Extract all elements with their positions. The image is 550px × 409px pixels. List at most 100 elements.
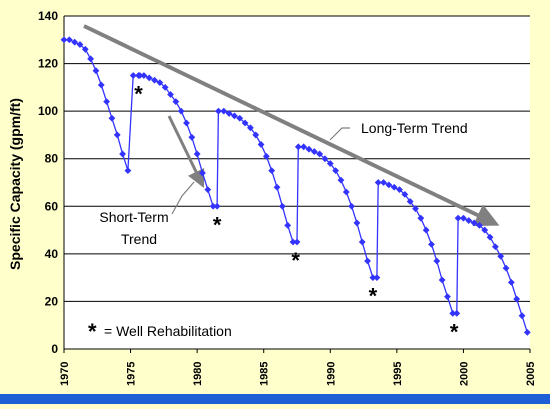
- data-point: [342, 188, 350, 196]
- data-point: [76, 41, 84, 48]
- legend-text: = Well Rehabilitation: [104, 323, 232, 339]
- data-point: [167, 91, 174, 98]
- data-point: [300, 143, 308, 151]
- data-point: [438, 276, 446, 284]
- x-tick-label-2000: 2000: [458, 362, 470, 386]
- data-point: [428, 240, 435, 248]
- bottom-accent-bar: [0, 394, 550, 404]
- data-point: [236, 114, 244, 122]
- rehab-marker: *: [369, 284, 378, 309]
- data-point: [231, 112, 238, 120]
- data-point: [247, 124, 254, 132]
- data-point: [108, 114, 116, 122]
- data-point: [241, 119, 249, 127]
- data-point: [417, 214, 425, 222]
- x-tick-label-1995: 1995: [392, 362, 404, 386]
- data-point: [507, 279, 515, 286]
- data-point: [97, 81, 105, 89]
- short-term-trend-label-line1: Short-Term: [99, 209, 168, 225]
- data-point: [454, 214, 462, 222]
- data-point: [449, 309, 457, 317]
- data-point: [71, 38, 79, 46]
- data-point: [136, 72, 144, 79]
- x-tick-label-1980: 1980: [192, 362, 204, 386]
- data-point: [293, 238, 301, 246]
- series-layer: [60, 36, 531, 336]
- data-point: [257, 141, 265, 148]
- data-point: [60, 36, 68, 44]
- data-point: [209, 202, 217, 210]
- data-point: [486, 233, 494, 241]
- x-tick-label-1990: 1990: [325, 362, 337, 386]
- y-tick-label-20: 20: [45, 294, 59, 308]
- y-tick-label-40: 40: [45, 247, 59, 261]
- data-point: [65, 36, 73, 44]
- data-point: [156, 79, 164, 86]
- x-tick-label-1975: 1975: [126, 362, 138, 386]
- data-point: [460, 214, 467, 222]
- data-point: [465, 217, 473, 224]
- data-point: [225, 110, 233, 117]
- data-point: [188, 133, 196, 141]
- y-tick-label-140: 140: [38, 9, 58, 23]
- data-point: [273, 183, 281, 191]
- data-point: [444, 293, 451, 301]
- data-point: [491, 243, 499, 251]
- data-point: [124, 167, 132, 175]
- y-tick-label-100: 100: [38, 104, 58, 118]
- data-point: [390, 183, 398, 191]
- data-point: [326, 160, 334, 167]
- data-point: [453, 309, 461, 317]
- data-point: [113, 131, 121, 139]
- data-point: [476, 221, 483, 229]
- data-point: [172, 98, 180, 106]
- data-point: [385, 181, 393, 189]
- data-point: [252, 131, 260, 139]
- long-term-trend-arrow: [83, 24, 500, 227]
- data-point: [310, 148, 318, 155]
- data-point: [151, 76, 158, 84]
- data-point: [87, 55, 95, 63]
- data-point: [92, 67, 100, 75]
- y-tick-label-0: 0: [51, 342, 58, 356]
- data-point: [481, 226, 489, 234]
- data-point: [103, 98, 111, 106]
- data-point: [199, 169, 206, 177]
- data-point: [213, 202, 221, 210]
- data-point: [305, 145, 313, 153]
- data-point: [316, 150, 324, 158]
- data-point: [284, 221, 292, 229]
- tick-labels: 0 20 40 60 80 100 120 140 1970 1975 1980 1985 1990 19…: [38, 9, 537, 386]
- data-point: [337, 176, 345, 184]
- data-point: [369, 274, 377, 282]
- data-point: [401, 190, 409, 198]
- data-point: [364, 257, 371, 265]
- data-point: [332, 167, 340, 175]
- data-point: [268, 167, 276, 175]
- short-term-trend-label-line2: Trend: [121, 231, 157, 247]
- rehab-marker: *: [213, 212, 222, 237]
- axes: [63, 16, 531, 353]
- data-point: [183, 119, 190, 127]
- data-point: [119, 150, 126, 158]
- data-point: [513, 295, 521, 303]
- data-point: [353, 219, 361, 227]
- data-point: [129, 72, 137, 79]
- data-point: [215, 107, 222, 115]
- data-point: [358, 238, 366, 246]
- data-point: [294, 143, 302, 151]
- y-tick-label-80: 80: [45, 152, 59, 166]
- data-point: [161, 83, 169, 91]
- y-axis-label: Specific Capacity (gpm/ft): [7, 98, 23, 270]
- data-point: [140, 72, 148, 79]
- rehab-marker: *: [134, 81, 143, 106]
- rehab-markers: * * * * *: [134, 81, 459, 344]
- data-point: [81, 45, 89, 53]
- data-point: [406, 198, 414, 205]
- data-point: [422, 226, 430, 234]
- data-point: [177, 107, 185, 115]
- data-point: [321, 155, 329, 163]
- short-term-trend-arrow: [167, 115, 205, 189]
